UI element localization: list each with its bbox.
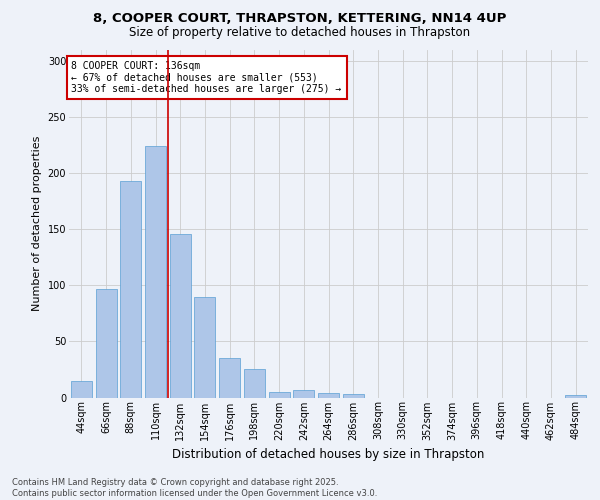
Bar <box>343 394 364 398</box>
Text: Size of property relative to detached houses in Thrapston: Size of property relative to detached ho… <box>130 26 470 39</box>
Bar <box>244 370 265 398</box>
Bar <box>145 146 166 398</box>
Bar <box>71 380 92 398</box>
Bar <box>293 390 314 398</box>
Text: 8, COOPER COURT, THRAPSTON, KETTERING, NN14 4UP: 8, COOPER COURT, THRAPSTON, KETTERING, N… <box>94 12 506 26</box>
X-axis label: Distribution of detached houses by size in Thrapston: Distribution of detached houses by size … <box>172 448 485 461</box>
Bar <box>318 393 339 398</box>
Bar <box>269 392 290 398</box>
Bar <box>170 234 191 398</box>
Y-axis label: Number of detached properties: Number of detached properties <box>32 136 42 312</box>
Bar <box>194 296 215 398</box>
Text: 8 COOPER COURT: 136sqm
← 67% of detached houses are smaller (553)
33% of semi-de: 8 COOPER COURT: 136sqm ← 67% of detached… <box>71 61 342 94</box>
Bar <box>565 396 586 398</box>
Bar <box>120 181 141 398</box>
Bar <box>219 358 240 398</box>
Bar <box>95 289 116 398</box>
Text: Contains HM Land Registry data © Crown copyright and database right 2025.
Contai: Contains HM Land Registry data © Crown c… <box>12 478 377 498</box>
